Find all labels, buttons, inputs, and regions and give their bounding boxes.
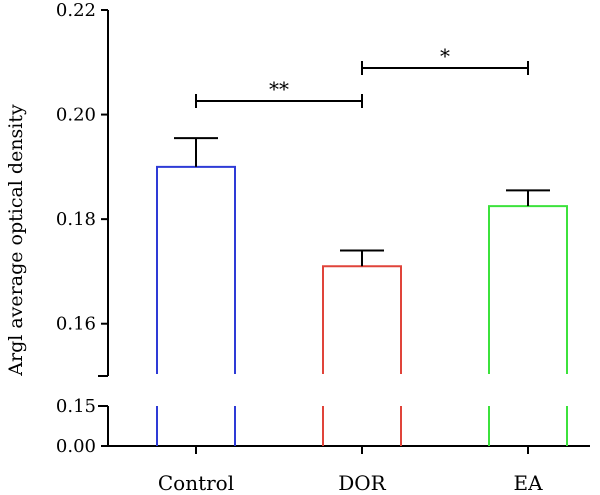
- significance-bracket: *: [361, 44, 529, 75]
- bar-upper-outline: [488, 205, 568, 374]
- bars: [156, 137, 568, 446]
- x-tick-label: DOR: [338, 471, 386, 495]
- bar: [322, 249, 402, 446]
- significance-bracket: **: [195, 77, 363, 108]
- bar: [156, 137, 236, 446]
- bar-upper-outline: [322, 265, 402, 374]
- y-tick-label: 0.16: [56, 314, 96, 335]
- y-tick-label: 0.15: [56, 396, 96, 417]
- x-tick-label: EA: [513, 471, 543, 495]
- significance-label: *: [440, 44, 450, 68]
- y-axis-title: Argl average optical density: [5, 104, 27, 377]
- axes: 0.16 0.18 0.20 0.22 0.00 0.15 Control DOR EA: [56, 0, 590, 495]
- y-tick-label: 0.18: [56, 209, 96, 230]
- y-tick-label: 0.00: [56, 436, 96, 457]
- x-tick-label: Control: [158, 471, 234, 495]
- significance-label: **: [269, 77, 289, 101]
- bar-upper-outline: [156, 165, 236, 374]
- significance-annotations: ***: [195, 44, 529, 108]
- y-tick-label: 0.22: [56, 0, 96, 21]
- bar: [488, 189, 568, 446]
- y-tick-label: 0.20: [56, 105, 96, 126]
